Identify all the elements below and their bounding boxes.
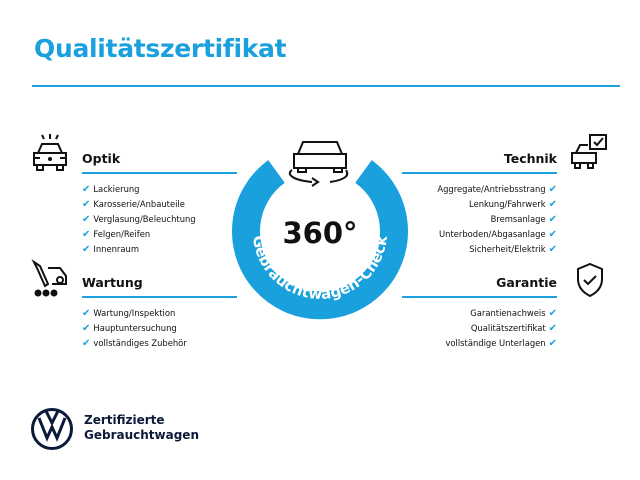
list-item: vollständige Unterlagen ✔ xyxy=(445,338,557,349)
check-icon: ✔ xyxy=(548,244,557,255)
list-item: ✔ Hauptuntersuchung xyxy=(82,323,177,334)
list-item: Garantienachweis ✔ xyxy=(470,308,557,319)
list-item: ✔ Verglasung/Beleuchtung xyxy=(82,214,196,225)
page-title: Qualitätszertifikat xyxy=(34,34,287,63)
check-icon: ✔ xyxy=(548,184,557,195)
list-item: Qualitätszertifikat ✔ xyxy=(470,323,557,334)
vw-logo xyxy=(31,408,73,450)
check-icon: ✔ xyxy=(548,323,557,334)
list-item: Lenkung/Fahrwerk ✔ xyxy=(469,199,557,210)
check-icon: ✔ xyxy=(82,323,91,334)
list-item: Unterboden/Abgasanlage ✔ xyxy=(439,229,557,240)
list-item: ✔ Felgen/Reifen xyxy=(82,229,151,240)
section-optik: Optik ✔ Lackierung ✔ Karosserie/Anbauteile… xyxy=(82,151,237,257)
degree-label: 360° xyxy=(282,216,357,250)
list-item: ✔ Lackierung xyxy=(82,184,140,195)
shield-check-icon xyxy=(577,262,603,298)
check-icon: ✔ xyxy=(82,338,91,349)
section-wartung: Wartung ✔ Wartung/Inspektion ✔ Hauptunters… xyxy=(82,275,237,351)
check-icon: ✔ xyxy=(548,199,557,210)
check-icon: ✔ xyxy=(82,244,91,255)
brand-text: Zertifizierte Gebrauchtwagen xyxy=(84,413,199,442)
section-technik: Technik Aggregate/Antriebsstrang ✔ Lenkun… xyxy=(402,151,557,257)
service-icon xyxy=(31,259,67,297)
section-heading: Wartung xyxy=(82,275,237,298)
section-heading: Technik xyxy=(402,151,557,174)
check-icon: ✔ xyxy=(82,199,91,210)
car-check-icon xyxy=(571,134,607,169)
check-icon: ✔ xyxy=(548,214,557,225)
list-item: ✔ Wartung/Inspektion xyxy=(82,308,176,319)
check-icon: ✔ xyxy=(548,338,557,349)
section-heading: Garantie xyxy=(402,275,557,298)
list-item: ✔ vollständiges Zubehör xyxy=(82,338,187,349)
check-icon: ✔ xyxy=(548,229,557,240)
check-icon: ✔ xyxy=(82,184,91,195)
list-item: ✔ Innenraum xyxy=(82,244,139,255)
check-icon: ✔ xyxy=(82,214,91,225)
list-item: ✔ Karosserie/Anbauteile xyxy=(82,199,185,210)
list-item: Aggregate/Antriebsstrang ✔ xyxy=(437,184,557,195)
list-item: Bremsanlage ✔ xyxy=(490,214,557,225)
check-icon: ✔ xyxy=(548,308,557,319)
ring-arc xyxy=(232,160,408,320)
section-garantie: Garantie Garantienachweis ✔ Qualitätszert… xyxy=(402,275,557,351)
car-lights-icon xyxy=(33,134,67,171)
section-heading: Optik xyxy=(82,151,237,174)
check-icon: ✔ xyxy=(82,229,91,240)
title-divider xyxy=(32,85,620,87)
check-icon: ✔ xyxy=(82,308,91,319)
car-rotate-icon xyxy=(288,141,349,187)
list-item: Sicherheit/Elektrik ✔ xyxy=(469,244,557,255)
